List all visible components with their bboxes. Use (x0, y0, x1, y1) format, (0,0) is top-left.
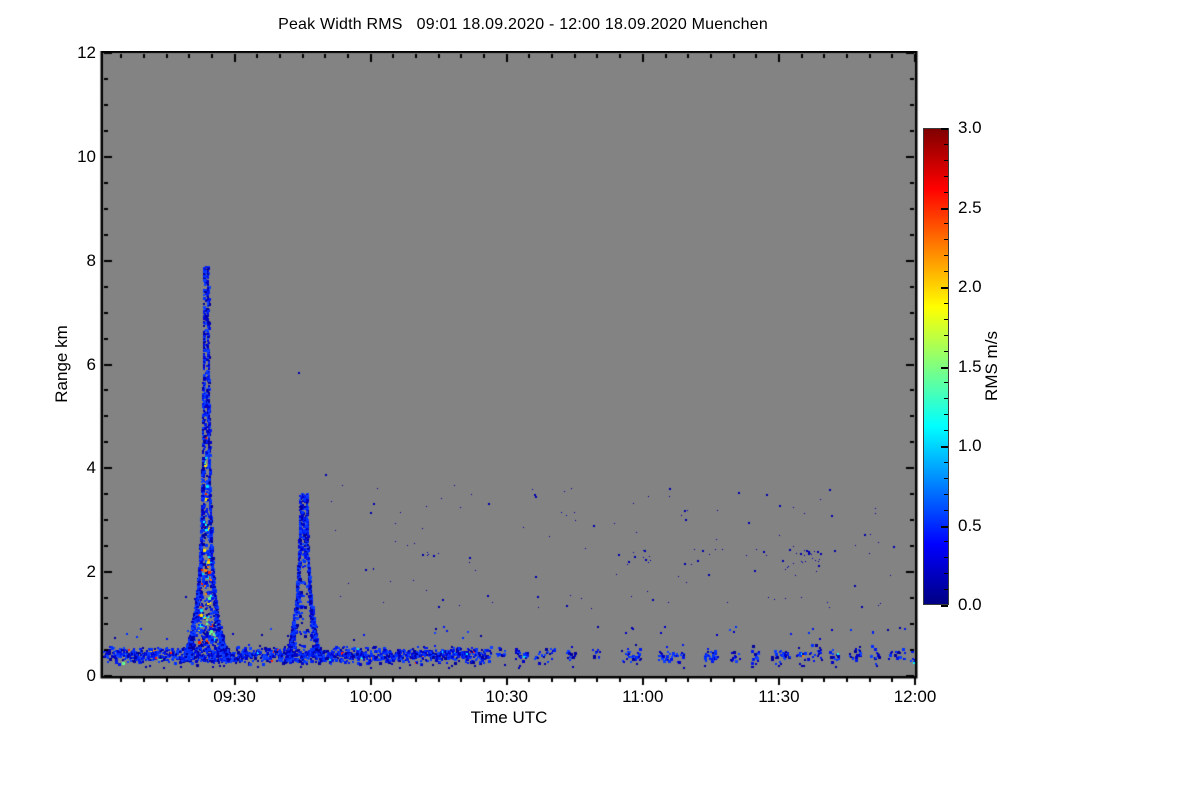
colorbar-minor-tick (944, 175, 948, 177)
colorbar-minor-tick (944, 414, 948, 416)
colorbar-minor-tick (944, 159, 948, 161)
colorbar-minor-tick (944, 430, 948, 432)
heatmap-plot-area (99, 51, 923, 692)
x-tick-label: 10:00 (349, 687, 392, 706)
y-tick-label: 8 (86, 250, 96, 270)
y-tick-label: 6 (86, 354, 96, 374)
colorbar-major-tick (941, 525, 948, 528)
colorbar-tick-label: 1.5 (958, 356, 982, 376)
y-axis-label: Range km (52, 325, 71, 403)
x-tick-label: 12:00 (893, 687, 937, 706)
x-tick-label: 10:30 (485, 687, 528, 706)
colorbar-tick-label: 1.0 (958, 436, 982, 455)
colorbar-minor-tick (944, 557, 948, 559)
colorbar-minor-tick (944, 223, 948, 225)
x-axis-label: Time UTC (470, 708, 548, 727)
colorbar-minor-tick (944, 302, 948, 304)
colorbar-minor-tick (944, 143, 948, 145)
colorbar-minor-tick (944, 191, 948, 193)
chart-title: Peak Width RMS 09:01 18.09.2020 - 12:00 … (278, 16, 768, 33)
colorbar-minor-tick (944, 334, 948, 336)
colorbar-minor-tick (944, 350, 948, 352)
colorbar-major-tick (941, 207, 948, 210)
x-tick-label: 11:30 (758, 687, 800, 706)
colorbar-major-tick (941, 287, 948, 289)
colorbar-tick-label: 0.5 (958, 515, 982, 535)
colorbar-minor-tick (944, 573, 948, 575)
y-tick-label: 10 (77, 146, 96, 166)
colorbar-tick-label: 0.0 (958, 595, 982, 614)
colorbar-major-tick (941, 446, 948, 448)
colorbar-major-tick (941, 605, 948, 607)
colorbar-minor-tick (944, 461, 948, 463)
colorbar-minor-tick (944, 589, 948, 591)
colorbar-major-tick (941, 366, 948, 369)
y-tick-label: 2 (86, 562, 96, 582)
colorbar-tick-label: 3.0 (958, 118, 982, 137)
colorbar-tick-label: 2.0 (958, 277, 982, 296)
colorbar-minor-tick (944, 493, 948, 495)
y-tick-label: 0 (86, 666, 96, 685)
colorbar-minor-tick (944, 318, 948, 320)
x-tick-label: 11:00 (622, 687, 664, 706)
colorbar-minor-tick (944, 239, 948, 241)
colorbar (923, 128, 949, 607)
colorbar-minor-tick (944, 509, 948, 511)
colorbar-major-tick (941, 128, 948, 130)
colorbar-minor-tick (944, 382, 948, 384)
colorbar-tick-label: 2.5 (958, 197, 982, 217)
colorbar-minor-tick (944, 255, 948, 257)
colorbar-minor-tick (944, 398, 948, 400)
colorbar-minor-tick (944, 541, 948, 543)
colorbar-axis-label: RMS m/s (982, 331, 1001, 401)
x-tick-label: 09:30 (213, 687, 256, 706)
y-tick-label: 12 (77, 43, 96, 62)
y-tick-label: 4 (86, 458, 96, 478)
colorbar-minor-tick (944, 477, 948, 479)
colorbar-minor-tick (944, 271, 948, 273)
